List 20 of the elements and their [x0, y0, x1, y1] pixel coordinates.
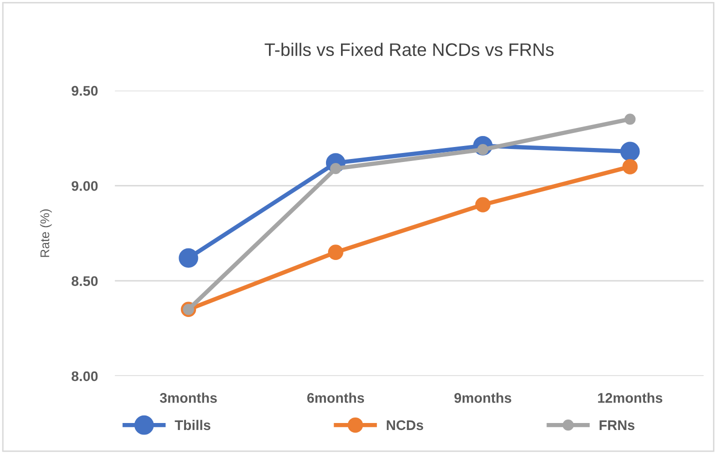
- y-tick-label: 9.00: [72, 181, 98, 191]
- x-tick-label: 9months: [454, 392, 512, 403]
- x-tick-label: 3months: [160, 392, 217, 403]
- chart-title: T-bills vs Fixed Rate NCDs vs FRNs: [264, 42, 554, 56]
- point: [620, 142, 640, 162]
- y-tick-label: 9.50: [72, 86, 98, 96]
- legend-label: FRNs: [600, 420, 634, 430]
- legend-label: NCDs: [386, 420, 424, 430]
- y-axis-title: Rate (%): [40, 209, 52, 257]
- point: [624, 114, 636, 125]
- y-tick-label: 8.50: [72, 276, 98, 286]
- point: [330, 163, 342, 174]
- legend-label: Tbills: [174, 420, 210, 430]
- y-tick-label: 8.00: [72, 371, 98, 382]
- x-tick-label: 12months: [598, 392, 662, 403]
- x-tick-label: 6months: [307, 392, 364, 403]
- point: [328, 244, 344, 260]
- point: [178, 248, 198, 268]
- point: [622, 159, 638, 174]
- point: [475, 197, 490, 212]
